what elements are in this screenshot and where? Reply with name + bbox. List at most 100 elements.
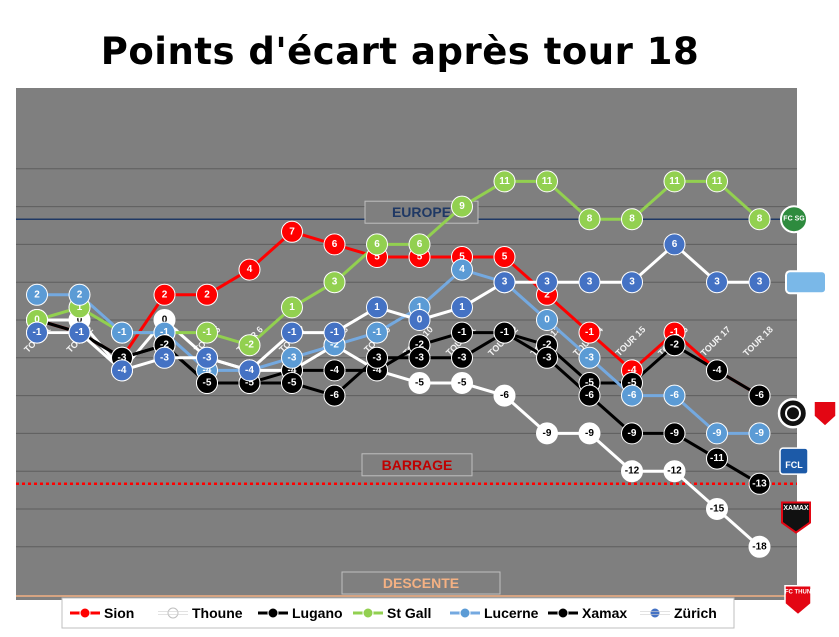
data-label: 1 [417, 302, 423, 313]
data-label: -6 [330, 390, 339, 401]
data-marker [578, 346, 601, 369]
data-label: -12 [625, 466, 640, 477]
data-label: 2 [544, 289, 550, 300]
data-label: 9 [459, 201, 465, 212]
data-marker [323, 233, 346, 256]
data-label: -2 [543, 340, 552, 351]
data-point: -1 [366, 321, 388, 344]
data-point: -6 [323, 384, 346, 407]
data-marker [536, 271, 558, 294]
lugano-circle [777, 397, 809, 429]
data-point: 8 [748, 208, 771, 231]
data-point: -5 [281, 372, 303, 394]
data-label: 5 [459, 252, 465, 263]
data-point: -2 [238, 334, 261, 357]
legend-swatch-marker [267, 607, 279, 619]
data-label: -4 [118, 365, 127, 376]
data-point: -3 [451, 346, 473, 369]
data-label: 1 [289, 302, 295, 313]
lucerne-logo-text: FCL [785, 460, 803, 470]
data-point: 4 [451, 258, 473, 281]
series-markers: 0-1-32247655552-1-4-1-4-600-40-3-4-4-2-4… [26, 170, 771, 558]
data-marker [493, 384, 516, 407]
data-label: -15 [710, 504, 725, 515]
data-point: -1 [68, 321, 91, 344]
data-label: 6 [417, 239, 423, 250]
data-marker [366, 321, 388, 344]
data-marker [68, 321, 91, 344]
data-marker [663, 233, 686, 256]
data-label: -3 [118, 352, 127, 363]
data-marker [451, 296, 473, 319]
data-label: 2 [77, 289, 83, 300]
data-label: 3 [757, 277, 763, 288]
legend-swatch-marker [557, 607, 569, 619]
data-marker [493, 321, 516, 344]
data-point: 3 [748, 271, 771, 294]
data-label: 1 [77, 302, 83, 313]
data-point: -9 [536, 422, 558, 445]
xamax-logo: XAMAX [781, 501, 811, 534]
lugano-logo [777, 397, 809, 429]
data-point: -12 [663, 460, 686, 483]
data-label: 2 [162, 289, 168, 300]
data-point: 2 [196, 283, 218, 306]
data-point: -9 [748, 422, 771, 445]
data-point: -11 [706, 447, 728, 470]
data-marker [323, 359, 346, 382]
data-label: 1 [374, 302, 380, 313]
data-label: -9 [585, 428, 594, 439]
data-marker [111, 359, 133, 382]
data-point: 3 [706, 271, 728, 294]
sion-logo [813, 400, 837, 428]
data-label: -3 [585, 352, 594, 363]
data-point: 6 [323, 233, 346, 256]
data-point: -3 [153, 346, 176, 369]
st-gall-logo: FC SG [780, 205, 808, 234]
data-label: 3 [544, 277, 550, 288]
data-label: -1 [500, 327, 509, 338]
data-point: -15 [706, 498, 728, 520]
data-point: 11 [536, 170, 558, 193]
data-marker [196, 321, 218, 344]
data-marker [281, 346, 303, 369]
data-label: -1 [373, 327, 382, 338]
data-label: 8 [757, 214, 763, 225]
data-marker [748, 535, 771, 558]
data-point: -6 [578, 384, 601, 407]
data-marker [366, 346, 388, 369]
data-label: -9 [628, 428, 637, 439]
data-point: -6 [493, 384, 516, 407]
legend-item: Xamax [548, 605, 627, 621]
data-label: 6 [374, 239, 380, 250]
data-point: -3 [281, 346, 303, 369]
data-point: 2 [153, 283, 176, 306]
data-marker [621, 422, 643, 445]
data-marker [408, 309, 431, 331]
data-label: -5 [458, 378, 467, 389]
data-point: -3 [196, 346, 218, 369]
data-label: 4 [459, 264, 465, 275]
data-label: -1 [585, 327, 594, 338]
data-marker [748, 422, 771, 445]
data-marker [26, 321, 48, 344]
data-marker [748, 384, 771, 407]
legend: Sion Thoune Lugano St Gall Lucerne Xamax Züric… [70, 605, 717, 621]
data-marker [196, 346, 218, 369]
data-label: -3 [458, 352, 467, 363]
data-label: -9 [543, 428, 552, 439]
data-marker [451, 258, 473, 281]
data-marker [536, 170, 558, 193]
legend-label: Xamax [582, 605, 627, 621]
data-point: -1 [111, 321, 133, 344]
data-label: -4 [330, 365, 339, 376]
data-label: -5 [203, 378, 212, 389]
data-point: 1 [281, 296, 303, 319]
data-marker [578, 321, 601, 344]
data-point: -4 [238, 359, 261, 382]
data-marker [451, 346, 473, 369]
data-label: -2 [245, 340, 254, 351]
data-marker [68, 283, 91, 306]
data-point: -1 [493, 321, 516, 344]
data-marker [366, 233, 388, 256]
